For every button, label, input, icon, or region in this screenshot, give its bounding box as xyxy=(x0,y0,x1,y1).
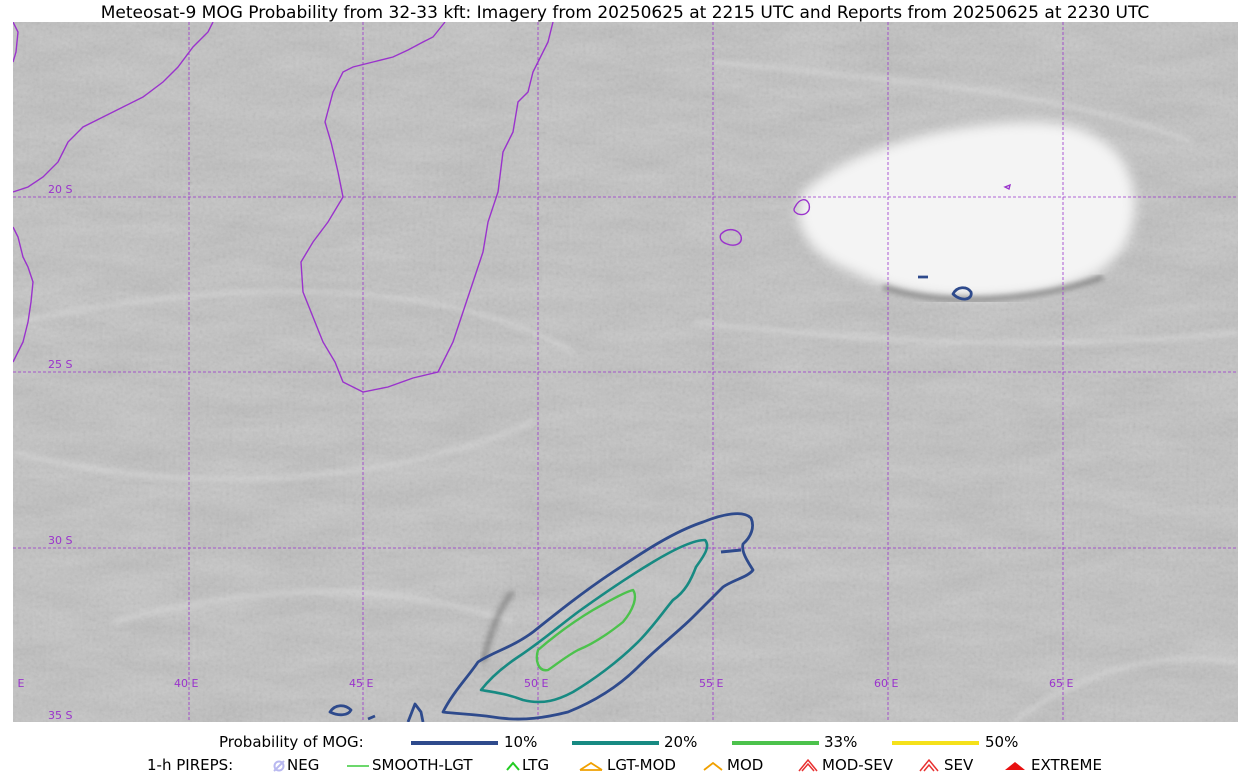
label-lgt-mod: LGT-MOD xyxy=(607,756,676,774)
extreme-icon xyxy=(1005,762,1025,770)
smooth-lgt-icon xyxy=(347,765,369,767)
probability-legend-heading: Probability of MOG: xyxy=(219,733,364,751)
madagascar-coast xyxy=(300,22,554,393)
coastlines xyxy=(13,22,1012,393)
lat-label-20s: 20 S xyxy=(48,183,72,196)
africa-coast-west xyxy=(13,22,34,363)
lon-label-65e: 65 E xyxy=(1049,677,1073,690)
label-mod-sev: MOD-SEV xyxy=(822,756,893,774)
lat-label-30s: 30 S xyxy=(48,534,72,547)
contour-10pct-island xyxy=(918,275,973,301)
contour-10pct-south xyxy=(328,702,425,722)
label-50pct: 50% xyxy=(985,733,1019,751)
lon-label-35e: 35 E xyxy=(13,677,24,690)
label-20pct: 20% xyxy=(664,733,698,751)
lon-labels: 35 E 40 E 45 E 50 E 55 E 60 E 65 E xyxy=(13,677,1073,690)
lgt-mod-icon xyxy=(579,761,603,771)
mod-sev-icon xyxy=(798,758,818,772)
label-smooth-lgt: SMOOTH-LGT xyxy=(372,756,473,774)
contour-10pct-main xyxy=(441,512,755,721)
map-title: Meteosat-9 MOG Probability from 32-33 kf… xyxy=(100,3,1150,23)
swatch-33pct xyxy=(732,741,819,745)
graticule xyxy=(13,22,1238,722)
mog-contours xyxy=(328,275,973,722)
mod-icon xyxy=(703,761,723,771)
neg-icon xyxy=(273,760,285,772)
label-extreme: EXTREME xyxy=(1031,756,1102,774)
lon-label-55e: 55 E xyxy=(699,677,723,690)
cloud-shadow xyxy=(882,274,1104,302)
lat-label-25s: 25 S xyxy=(48,358,72,371)
label-ltg: LTG xyxy=(522,756,550,774)
cloud-streak-dark xyxy=(481,590,515,663)
lon-label-50e: 50 E xyxy=(524,677,548,690)
lat-labels: 20 S 25 S 30 S 35 S xyxy=(48,183,72,722)
label-10pct: 10% xyxy=(504,733,538,751)
lon-label-60e: 60 E xyxy=(874,677,898,690)
ltg-icon xyxy=(506,761,520,771)
cloud-mass xyxy=(798,122,1135,299)
swatch-10pct xyxy=(411,741,498,745)
satellite-map: 20 S 25 S 30 S 35 S 35 E 40 E 45 E 50 E … xyxy=(13,22,1238,722)
mauritius-coast xyxy=(793,199,811,216)
label-mod: MOD xyxy=(727,756,764,774)
pireps-legend-heading: 1-h PIREPS: xyxy=(147,756,234,774)
lon-label-40e: 40 E xyxy=(174,677,198,690)
lon-label-45e: 45 E xyxy=(349,677,373,690)
reunion-coast xyxy=(719,229,742,246)
lat-label-35s: 35 S xyxy=(48,709,72,722)
sev-icon xyxy=(919,758,939,772)
swatch-20pct xyxy=(572,741,659,745)
africa-coast-north xyxy=(13,22,214,193)
contour-20pct xyxy=(479,538,709,704)
label-33pct: 33% xyxy=(824,733,858,751)
label-sev: SEV xyxy=(944,756,974,774)
island-small xyxy=(1003,183,1012,191)
contour-10pct-spur xyxy=(720,548,742,554)
swatch-50pct xyxy=(892,741,979,745)
label-neg: NEG xyxy=(287,756,320,774)
cloud-streaks xyxy=(13,60,1238,722)
contour-33pct xyxy=(535,588,637,672)
